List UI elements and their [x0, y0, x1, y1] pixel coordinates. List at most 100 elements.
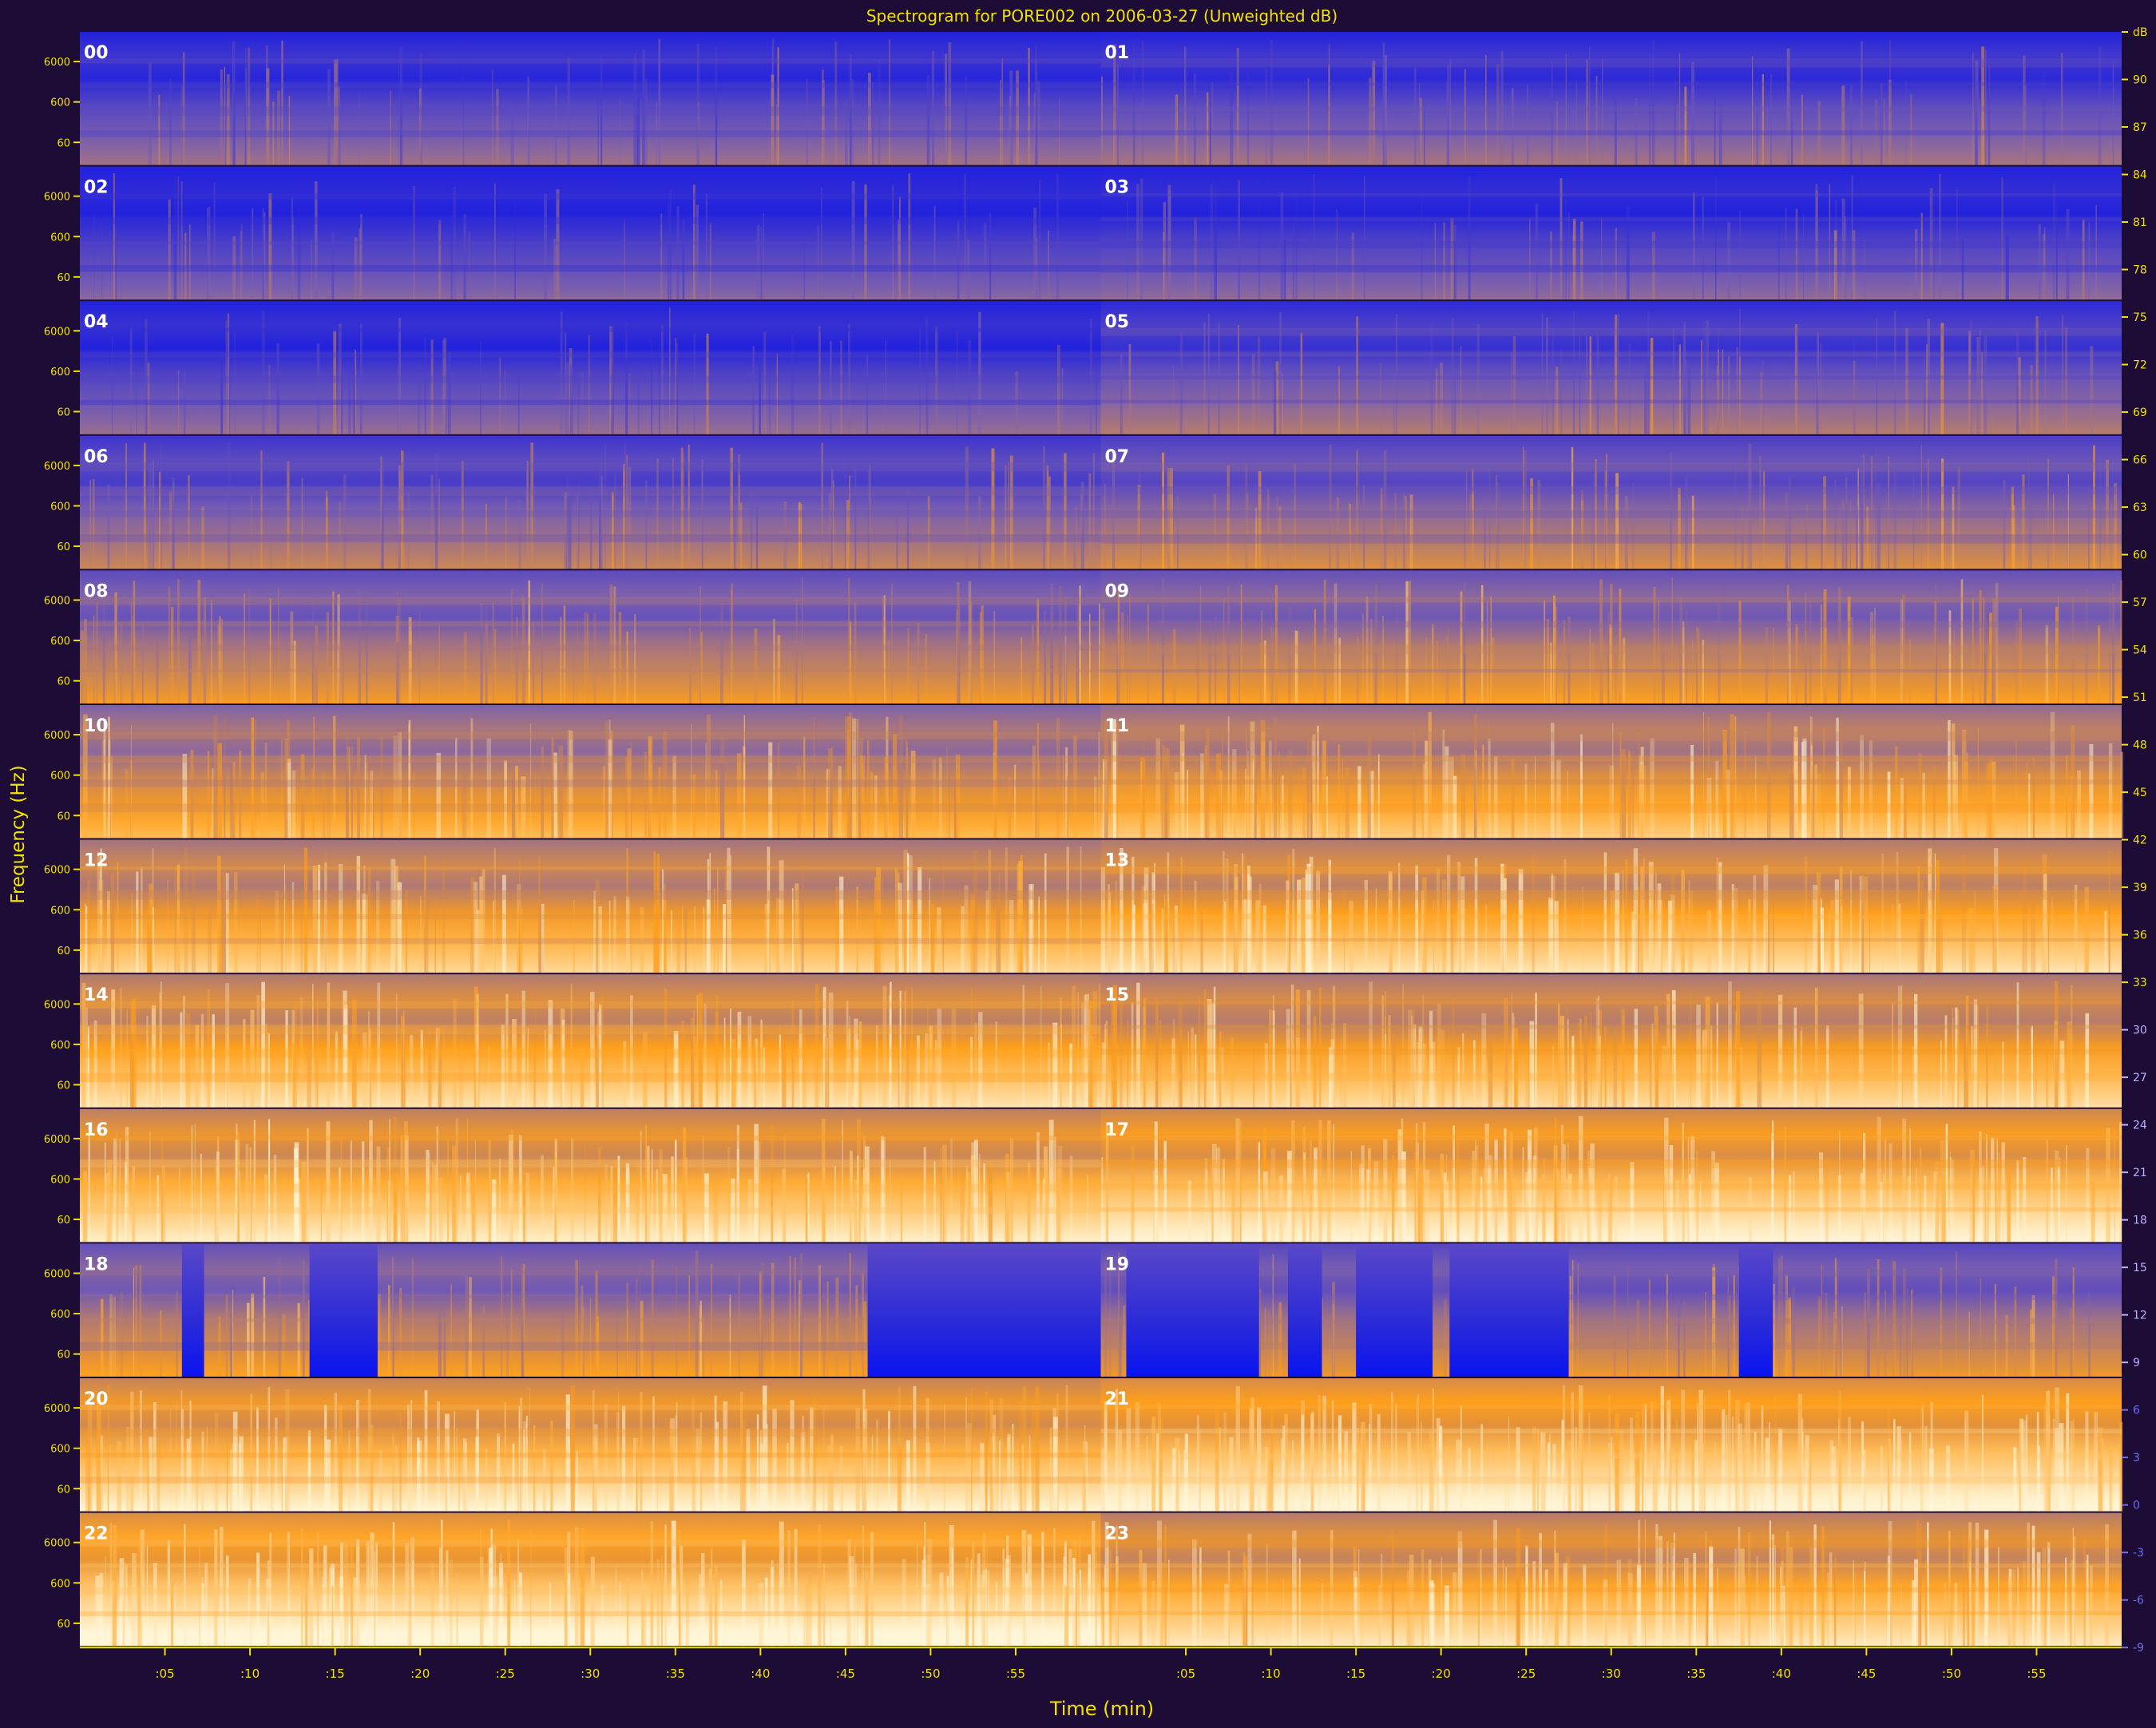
- colorbar-tick-label: 30: [2133, 1025, 2147, 1037]
- hour-label: 11: [1105, 716, 1130, 736]
- colorbar-tick-label: 21: [2133, 1167, 2147, 1179]
- hour-label: 00: [84, 43, 109, 63]
- hour-panel-04: [80, 301, 1101, 434]
- y-tick-label: 60: [57, 272, 70, 284]
- x-tick-label: :30: [1602, 1667, 1621, 1681]
- x-tick-label: :50: [921, 1667, 940, 1681]
- x-tick-label: :15: [1346, 1667, 1365, 1681]
- colorbar-tick-label: 84: [2133, 169, 2147, 182]
- hour-panel-21: [1100, 1378, 2123, 1512]
- hour-panel-00: [80, 32, 1101, 165]
- colorbar-tick-label: 69: [2133, 406, 2147, 419]
- hour-panel-02: [80, 166, 1101, 300]
- hour-panel-23: [1100, 1512, 2122, 1647]
- y-tick-label: 6000: [44, 57, 70, 69]
- hour-label: 13: [1105, 851, 1130, 871]
- hour-panel-15: [1100, 974, 2122, 1108]
- colorbar-tick-label: 75: [2133, 311, 2147, 324]
- hour-panel-18: [80, 1243, 1101, 1377]
- hour-label: 06: [84, 447, 109, 467]
- hour-label: 22: [84, 1524, 109, 1544]
- hour-label: 21: [1105, 1389, 1130, 1409]
- hour-label: 14: [84, 985, 109, 1005]
- hour-label: 07: [1105, 447, 1130, 467]
- y-tick-label: 6000: [44, 999, 70, 1011]
- y-tick-label: 60: [57, 676, 70, 688]
- hour-panel-20: [80, 1378, 1101, 1512]
- colorbar-tick-label: 45: [2133, 787, 2147, 799]
- colorbar: dB90878481787572696663605754514845423936…: [2122, 26, 2148, 1655]
- quiet-block: [1738, 1243, 1774, 1377]
- hour-label: 04: [84, 312, 109, 332]
- colorbar-tick-label: -9: [2133, 1642, 2144, 1655]
- x-tick-label: :35: [1686, 1667, 1706, 1681]
- x-tick-label: :40: [1772, 1667, 1791, 1681]
- hour-panel-11: [1100, 705, 2124, 838]
- colorbar-tick-label: 54: [2133, 644, 2147, 657]
- quiet-block: [309, 1243, 378, 1377]
- colorbar-tick-label: 27: [2133, 1072, 2147, 1084]
- chart-title: Spectrogram for PORE002 on 2006-03-27 (U…: [866, 6, 1338, 26]
- hour-panel-06: [80, 435, 1101, 569]
- y-tick-label: 600: [50, 501, 70, 513]
- y-tick-label: 60: [57, 1350, 70, 1361]
- y-tick-label: 600: [50, 232, 70, 244]
- x-tick-label: :05: [1176, 1667, 1195, 1681]
- hour-panel-01: [1100, 32, 2122, 165]
- colorbar-tick-label: dB: [2133, 26, 2148, 39]
- colorbar-tick-label: 60: [2133, 549, 2147, 562]
- colorbar-tick-label: 57: [2133, 596, 2147, 609]
- y-tick-label: 6000: [44, 730, 70, 742]
- quiet-block: [181, 1243, 204, 1377]
- y-tick-label: 6000: [44, 595, 70, 607]
- colorbar-tick-label: 42: [2133, 834, 2147, 847]
- x-tick-label: :50: [1942, 1667, 1961, 1681]
- x-tick-label: :55: [2027, 1667, 2046, 1681]
- hour-label: 01: [1105, 43, 1130, 63]
- hour-label: 08: [84, 581, 109, 601]
- hour-panel-22: [80, 1512, 1101, 1647]
- hour-label: 03: [1105, 178, 1130, 198]
- y-axis-label: Frequency (Hz): [8, 765, 29, 903]
- hour-label: 18: [84, 1254, 109, 1274]
- y-tick-label: 6000: [44, 326, 70, 338]
- hour-label: 19: [1105, 1254, 1130, 1274]
- colorbar-tick-label: 0: [2133, 1500, 2140, 1512]
- colorbar-tick-label: 9: [2133, 1357, 2140, 1369]
- colorbar-tick-label: 24: [2133, 1120, 2147, 1132]
- y-tick-label: 60: [57, 1619, 70, 1631]
- quiet-block: [1449, 1243, 1569, 1377]
- hour-labels: 00 01 02 03 04 05 06 07 08 09 10 11 12 13 14 15 16 17 18 19…: [84, 43, 1129, 1544]
- hour-label: 02: [84, 178, 109, 198]
- colorbar-tick-label: 36: [2133, 929, 2147, 942]
- colorbar-tick-label: 12: [2133, 1310, 2147, 1322]
- y-tick-label: 60: [57, 1484, 70, 1496]
- hour-label: 12: [84, 851, 109, 871]
- hour-panel-12: [80, 839, 1101, 973]
- hour-label: 16: [84, 1120, 109, 1140]
- colorbar-tick-label: 48: [2133, 739, 2147, 752]
- y-tick-label: 60: [57, 406, 70, 418]
- x-tick-label: :45: [836, 1667, 855, 1681]
- colorbar-tick-label: 39: [2133, 882, 2147, 894]
- colorbar-tick-label: -3: [2133, 1547, 2144, 1560]
- x-tick-label: :55: [1006, 1667, 1025, 1681]
- hour-label: 23: [1105, 1524, 1130, 1544]
- hour-panel-13: [1100, 839, 2122, 973]
- hour-panel-09: [1100, 570, 2123, 703]
- y-tick-label: 6000: [44, 1268, 70, 1280]
- colorbar-tick-label: 18: [2133, 1215, 2147, 1227]
- y-tick-label: 600: [50, 1309, 70, 1321]
- y-tick-label: 6000: [44, 1403, 70, 1415]
- y-tick-label: 600: [50, 97, 70, 109]
- x-tick-label: :15: [326, 1667, 345, 1681]
- colorbar-tick-label: 78: [2133, 264, 2147, 277]
- hour-panel-08: [80, 570, 1104, 703]
- hour-panel-19: [1100, 1243, 2122, 1377]
- y-tick-label: 600: [50, 1040, 70, 1052]
- y-tick-label: 6000: [44, 865, 70, 877]
- x-tick-label: :40: [751, 1667, 770, 1681]
- hour-panel-07: [1100, 435, 2122, 569]
- colorbar-tick-label: 72: [2133, 359, 2147, 372]
